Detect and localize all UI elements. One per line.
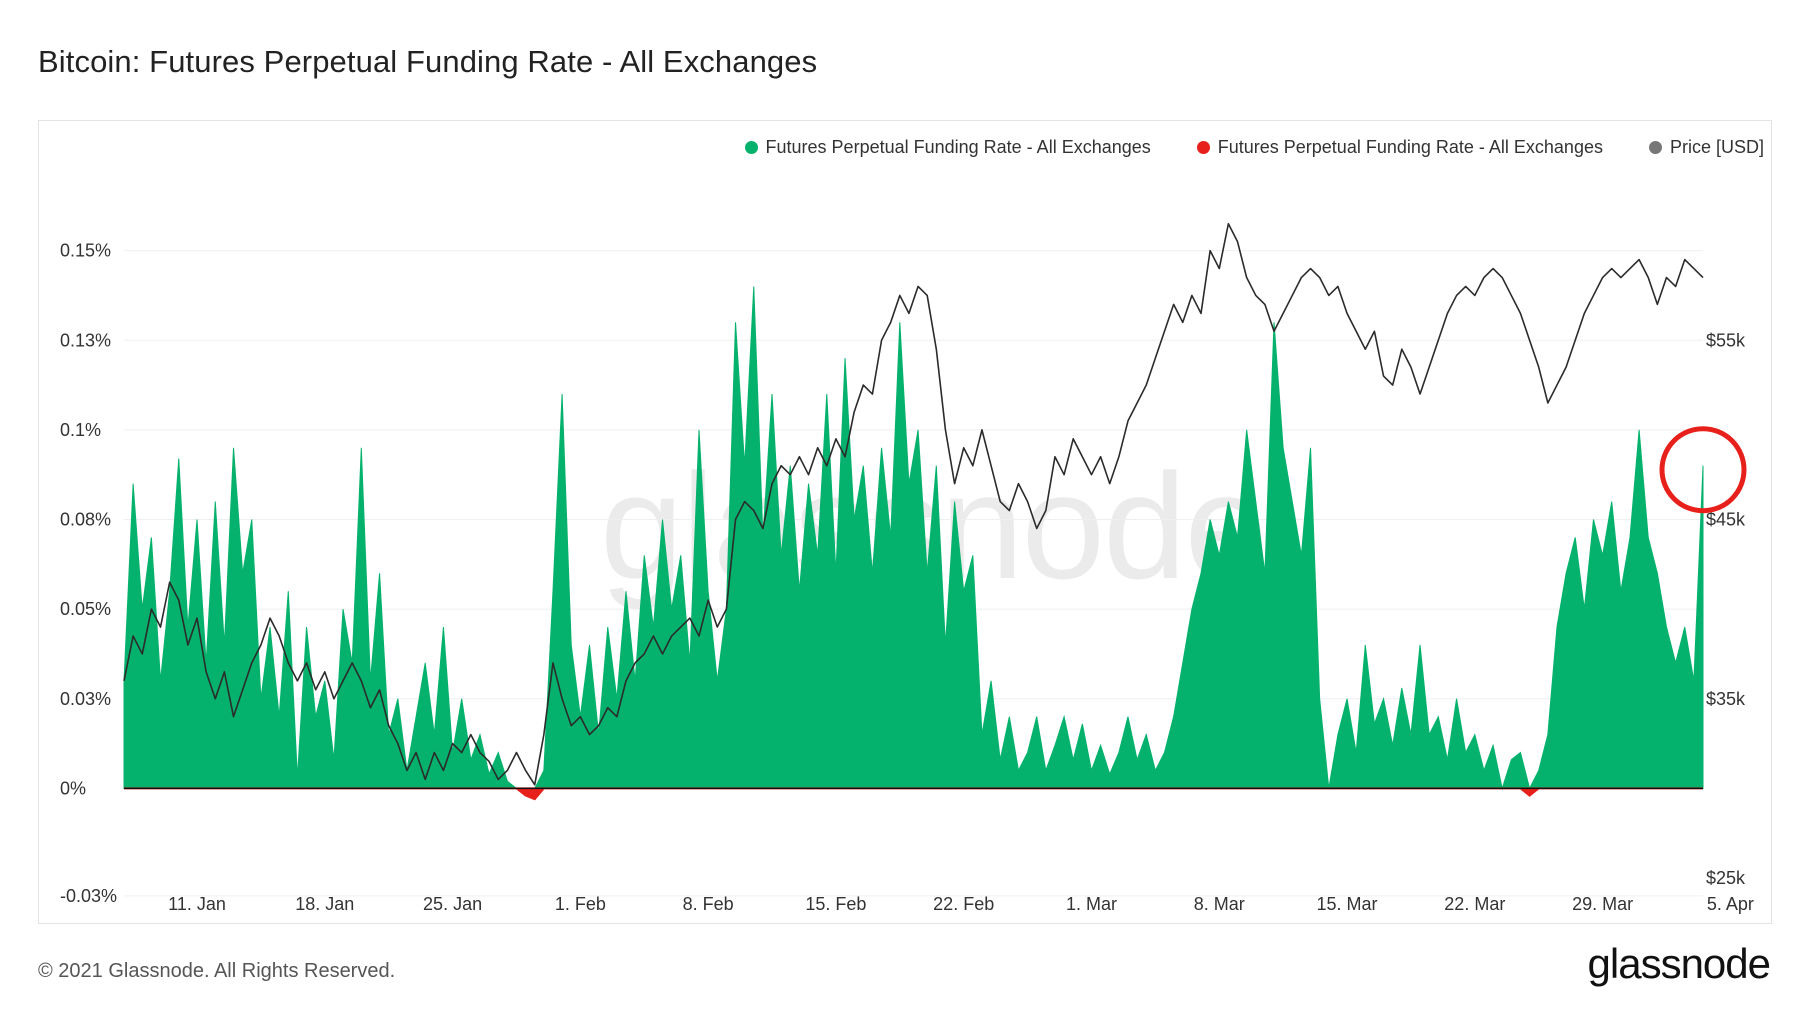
x-tick-label: 8. Mar [1194, 894, 1245, 914]
y-left-tick-label: 0.08% [60, 510, 111, 530]
y-left-tick-label: 0.13% [60, 330, 111, 350]
funding-rate-negative-area [124, 787, 1703, 801]
x-tick-label: 15. Mar [1317, 894, 1378, 914]
y-left-tick-label: -0.03% [60, 886, 117, 906]
x-tick-label: 18. Jan [295, 894, 354, 914]
y-left-tick-label: 0.15% [60, 241, 111, 261]
y-right-tick-label: $45k [1706, 510, 1746, 530]
x-tick-label: 8. Feb [683, 894, 734, 914]
y-left-tick-label: 0.03% [60, 689, 111, 709]
legend-item-funding-positive[interactable]: Futures Perpetual Funding Rate - All Exc… [744, 137, 1151, 158]
legend-item-price[interactable]: Price [USD] [1648, 137, 1764, 158]
chart-frame [38, 120, 1772, 924]
legend-label: Price [USD] [1669, 137, 1764, 157]
legend-item-funding-negative[interactable]: Futures Perpetual Funding Rate - All Exc… [1196, 137, 1603, 158]
x-tick-label: 22. Mar [1444, 894, 1505, 914]
y-right-tick-label: $25k [1706, 868, 1746, 888]
glassnode-logo: glassnode [1587, 940, 1771, 987]
funding-rate-positive-area [123, 286, 1704, 791]
x-tick-label: 1. Feb [555, 894, 606, 914]
x-tick-label: 29. Mar [1572, 894, 1633, 914]
x-tick-label: 5. Apr [1707, 894, 1754, 914]
y-left-tick-label: 0.1% [60, 420, 101, 440]
y-right-tick-label: $55k [1706, 330, 1746, 350]
highlight-circle [1659, 426, 1747, 514]
copyright: © 2021 Glassnode. All Rights Reserved. [38, 960, 396, 982]
x-tick-label: 11. Jan [168, 894, 226, 914]
legend-label: Futures Perpetual Funding Rate - All Exc… [765, 137, 1151, 157]
legend-green-dot-icon [744, 141, 758, 154]
legend-gray-dot-icon [1648, 141, 1662, 154]
x-tick-label: 15. Feb [805, 894, 866, 914]
x-tick-label: 1. Mar [1066, 894, 1117, 914]
price-line [123, 222, 1704, 786]
y-left-tick-label: 0% [60, 778, 86, 798]
legend: Futures Perpetual Funding Rate - All Exc… [744, 137, 1764, 158]
legend-red-dot-icon [1196, 141, 1210, 154]
x-tick-label: 22. Feb [933, 894, 994, 914]
y-right-tick-label: $35k [1706, 689, 1746, 709]
chart-title: Bitcoin: Futures Perpetual Funding Rate … [38, 44, 818, 79]
x-tick-label: 25. Jan [423, 894, 482, 914]
legend-label: Futures Perpetual Funding Rate - All Exc… [1217, 137, 1603, 157]
y-left-tick-label: 0.05% [60, 599, 111, 619]
